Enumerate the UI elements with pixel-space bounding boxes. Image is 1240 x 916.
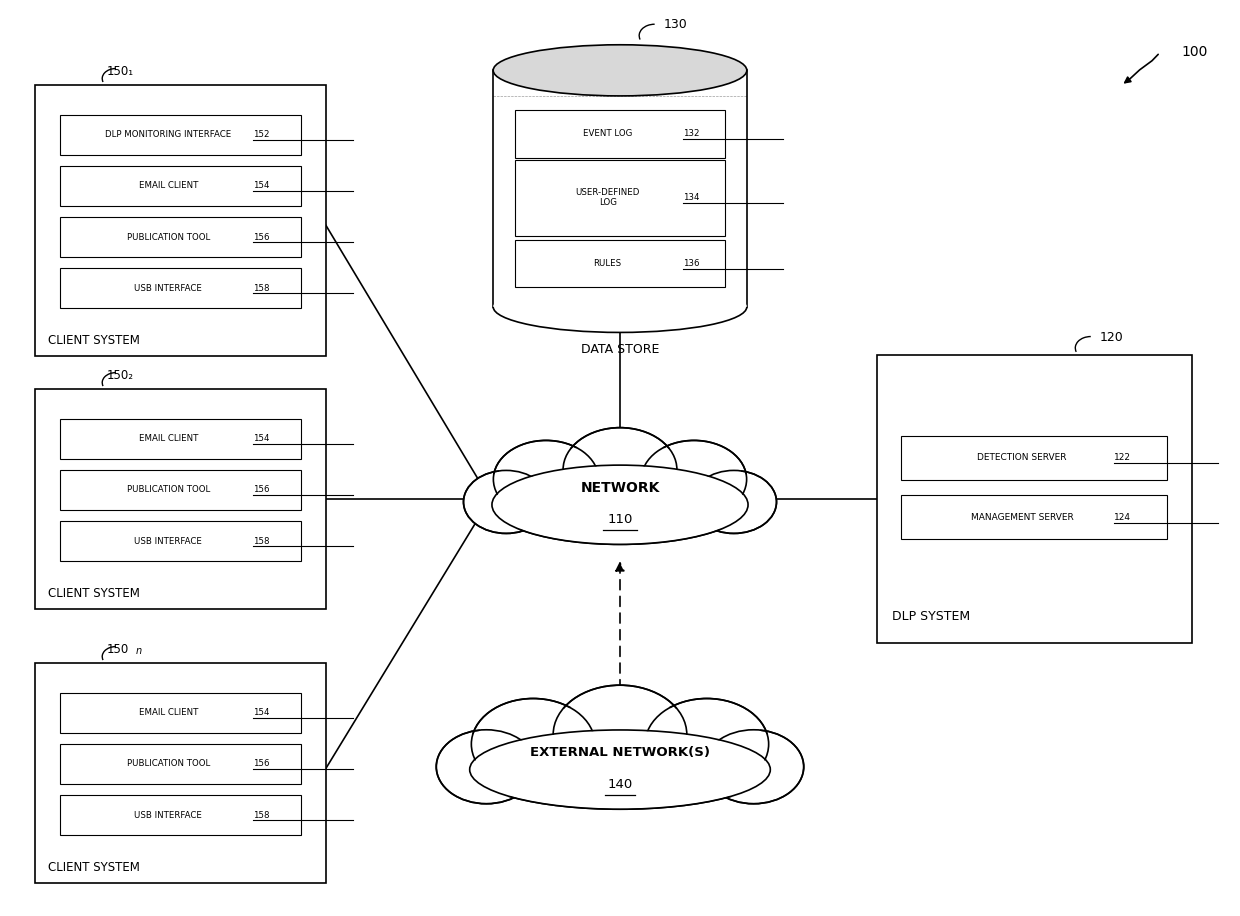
Text: PUBLICATION TOOL: PUBLICATION TOOL	[126, 233, 210, 242]
Bar	[36, 85, 326, 356]
Text: 100: 100	[1182, 45, 1208, 60]
Bar	[61, 470, 301, 510]
Text: n: n	[135, 646, 141, 656]
Text: USB INTERFACE: USB INTERFACE	[134, 537, 202, 546]
Circle shape	[440, 733, 532, 801]
Bar	[61, 114, 301, 155]
Text: RULES: RULES	[594, 259, 621, 268]
Text: 136: 136	[683, 259, 699, 268]
Text: USER-DEFINED
LOG: USER-DEFINED LOG	[575, 188, 640, 207]
Bar	[61, 744, 301, 784]
Bar	[61, 268, 301, 308]
Text: 120: 120	[1100, 332, 1123, 344]
Text: 110: 110	[608, 513, 632, 526]
Circle shape	[476, 703, 590, 786]
Text: EMAIL CLIENT: EMAIL CLIENT	[139, 434, 198, 443]
Circle shape	[464, 471, 549, 533]
Bar	[61, 795, 301, 835]
Circle shape	[708, 733, 800, 801]
Text: DATA STORE: DATA STORE	[580, 344, 660, 356]
Text: 130: 130	[663, 18, 687, 31]
Text: 158: 158	[253, 537, 269, 546]
Circle shape	[703, 730, 804, 803]
Circle shape	[646, 443, 743, 515]
Text: 156: 156	[253, 759, 269, 769]
Text: 150₁: 150₁	[107, 65, 134, 78]
Bar	[61, 521, 301, 562]
Text: EMAIL CLIENT: EMAIL CLIENT	[139, 708, 198, 717]
Bar	[61, 419, 301, 459]
Ellipse shape	[471, 731, 769, 809]
Text: EMAIL CLIENT: EMAIL CLIENT	[139, 181, 198, 191]
Ellipse shape	[470, 730, 770, 809]
Text: 132: 132	[683, 129, 699, 138]
Bar	[515, 240, 725, 288]
Text: CLIENT SYSTEM: CLIENT SYSTEM	[48, 334, 140, 347]
Text: 158: 158	[253, 811, 269, 820]
Text: 124: 124	[1115, 513, 1131, 522]
Text: 134: 134	[683, 193, 699, 202]
Ellipse shape	[494, 465, 746, 544]
Bar	[515, 159, 725, 235]
Text: 154: 154	[253, 181, 269, 191]
Ellipse shape	[492, 465, 748, 544]
Circle shape	[694, 473, 773, 531]
Text: CLIENT SYSTEM: CLIENT SYSTEM	[48, 587, 140, 600]
Text: 154: 154	[253, 434, 269, 443]
Text: 152: 152	[253, 130, 269, 139]
Bar	[61, 692, 301, 733]
Circle shape	[568, 431, 672, 508]
Ellipse shape	[494, 45, 746, 96]
Text: 150₂: 150₂	[107, 369, 134, 382]
Text: 156: 156	[253, 485, 269, 495]
Text: PUBLICATION TOOL: PUBLICATION TOOL	[126, 485, 210, 495]
Circle shape	[645, 699, 769, 790]
Text: 122: 122	[1115, 453, 1131, 463]
Text: USB INTERFACE: USB INTERFACE	[134, 284, 202, 292]
Text: USB INTERFACE: USB INTERFACE	[134, 811, 202, 820]
Text: EVENT LOG: EVENT LOG	[583, 129, 632, 138]
Text: MANAGEMENT SERVER: MANAGEMENT SERVER	[971, 513, 1074, 522]
Circle shape	[641, 441, 746, 518]
Text: PUBLICATION TOOL: PUBLICATION TOOL	[126, 759, 210, 769]
Text: 140: 140	[608, 778, 632, 791]
Text: 158: 158	[253, 284, 269, 292]
Text: 150: 150	[107, 643, 129, 656]
Circle shape	[497, 443, 594, 515]
Circle shape	[436, 730, 537, 803]
Circle shape	[691, 471, 776, 533]
Text: NETWORK: NETWORK	[580, 481, 660, 496]
Ellipse shape	[494, 281, 746, 333]
Bar	[515, 110, 725, 158]
Circle shape	[467, 473, 546, 531]
Bar	[36, 389, 326, 609]
Bar	[901, 496, 1168, 540]
Bar	[901, 436, 1168, 480]
Bar	[36, 663, 326, 883]
Circle shape	[563, 428, 677, 512]
Text: DLP SYSTEM: DLP SYSTEM	[892, 610, 970, 623]
Text: DLP MONITORING INTERFACE: DLP MONITORING INTERFACE	[105, 130, 232, 139]
Bar	[61, 217, 301, 257]
Text: DETECTION SERVER: DETECTION SERVER	[977, 453, 1066, 463]
Bar	[494, 71, 746, 307]
Bar	[877, 355, 1192, 643]
Circle shape	[650, 703, 764, 786]
Text: 156: 156	[253, 233, 269, 242]
Text: 154: 154	[253, 708, 269, 717]
Circle shape	[558, 689, 682, 780]
Circle shape	[471, 699, 595, 790]
Text: EXTERNAL NETWORK(S): EXTERNAL NETWORK(S)	[529, 747, 711, 759]
Text: CLIENT SYSTEM: CLIENT SYSTEM	[48, 861, 140, 874]
Bar	[61, 166, 301, 206]
Circle shape	[553, 685, 687, 784]
Circle shape	[494, 441, 599, 518]
